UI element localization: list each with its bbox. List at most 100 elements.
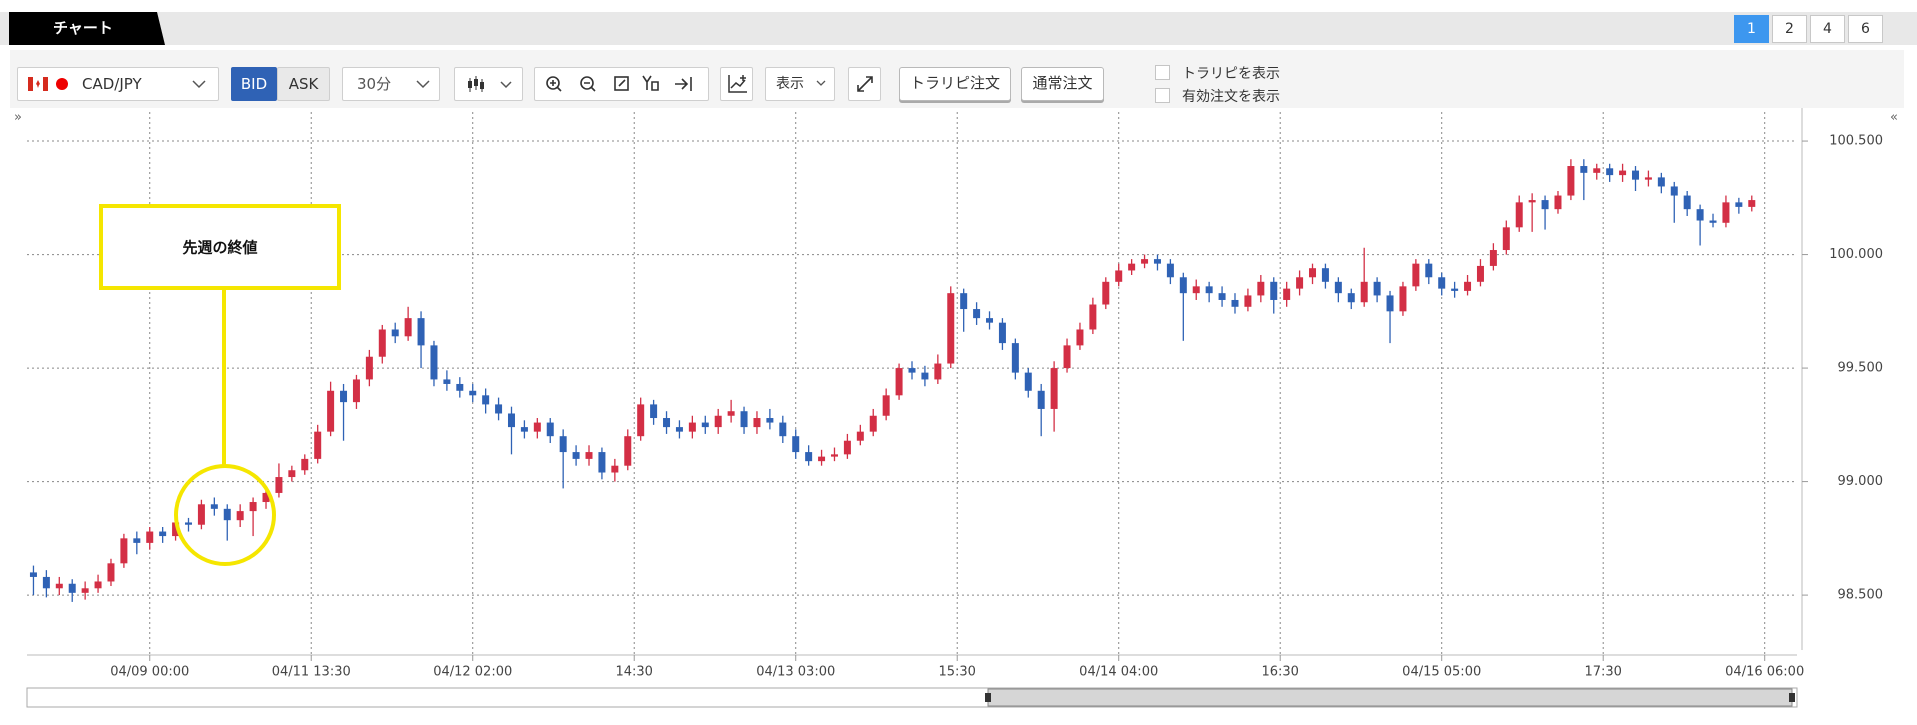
candle-body: [262, 492, 270, 503]
candle-body: [249, 502, 257, 512]
candle-body: [895, 368, 903, 396]
chart-type-select[interactable]: [454, 67, 523, 101]
checkbox[interactable]: [1155, 65, 1170, 80]
indicator-button[interactable]: [720, 67, 753, 101]
display-select[interactable]: 表示: [765, 67, 835, 101]
candle-body: [288, 470, 296, 478]
candle-body: [779, 422, 787, 437]
candle-body: [507, 413, 515, 428]
candle-body: [1296, 277, 1304, 289]
candle-body: [1451, 288, 1459, 291]
candle-body: [1709, 220, 1717, 223]
x-tick-label: 04/12 02:00: [433, 665, 512, 680]
candle-body: [598, 452, 606, 473]
x-tick-label: 14:30: [615, 665, 652, 680]
timeframe-select[interactable]: 30分: [342, 67, 440, 101]
candle-body: [650, 404, 658, 419]
candle-body: [1076, 329, 1084, 346]
candle-body: [1166, 263, 1174, 278]
candle-body: [1347, 293, 1355, 303]
checkbox-label[interactable]: 有効注文を表示: [1182, 89, 1280, 105]
candle-body: [830, 454, 838, 457]
collapse-left[interactable]: »: [14, 110, 22, 125]
candle-body: [197, 504, 205, 525]
candle-body: [1683, 195, 1691, 210]
candle-body: [327, 390, 335, 432]
candle-body: [1257, 281, 1265, 296]
pair-select[interactable]: CAD/JPY: [17, 67, 219, 101]
candle-body: [275, 477, 283, 493]
expand-button[interactable]: [848, 67, 881, 101]
candle-body: [417, 318, 425, 346]
scroll-handle[interactable]: [1789, 693, 1795, 702]
page-button[interactable]: 6: [1848, 15, 1883, 43]
candle-body: [456, 383, 464, 391]
candle-body: [973, 309, 981, 319]
candle-body: [1244, 295, 1252, 307]
candle-body: [159, 531, 167, 537]
candle-body: [1464, 281, 1472, 291]
y-tick-label: 100.000: [1829, 247, 1883, 262]
candle-body: [1024, 372, 1032, 391]
candle-body: [107, 563, 115, 582]
annotation: 先週の終値: [99, 204, 341, 566]
candle-body: [1619, 170, 1627, 176]
candle-body: [430, 345, 438, 380]
bid-button[interactable]: BID: [231, 67, 277, 101]
candle-body: [1554, 195, 1562, 210]
candle-body: [559, 436, 567, 453]
candle-body: [792, 436, 800, 453]
tool-icons[interactable]: [535, 68, 710, 100]
candle-body: [378, 329, 386, 357]
checkbox[interactable]: [1155, 88, 1170, 103]
candle-body: [869, 415, 877, 432]
trap-order-button[interactable]: トラリピ注文: [899, 67, 1011, 101]
candle-body: [1489, 250, 1497, 266]
page-button[interactable]: 2: [1772, 15, 1807, 43]
page-button[interactable]: 1: [1734, 15, 1769, 43]
x-tick-label: 16:30: [1261, 665, 1298, 680]
candle-body: [934, 363, 942, 380]
candle-body: [1515, 202, 1523, 228]
candle-body: [1321, 268, 1329, 282]
candle-body: [482, 395, 490, 405]
annotation-box: [99, 204, 341, 290]
ask-button[interactable]: ASK: [277, 67, 330, 101]
checkbox-label[interactable]: トラリピを表示: [1182, 66, 1280, 82]
candle-body: [546, 422, 554, 437]
y-tick-label: 98.500: [1838, 588, 1884, 603]
page-button[interactable]: 4: [1810, 15, 1845, 43]
scroll-thumb[interactable]: [987, 688, 1793, 707]
candle-body: [1541, 200, 1549, 210]
candle-body: [1102, 281, 1110, 305]
candle-body: [921, 372, 929, 380]
candle-body: [1425, 263, 1433, 278]
candle-body: [55, 583, 63, 589]
candle-body: [1231, 299, 1239, 307]
candle-body: [1696, 209, 1704, 221]
normal-order-button[interactable]: 通常注文: [1021, 67, 1104, 101]
candle-body: [998, 322, 1006, 344]
candle-body: [1218, 293, 1226, 300]
display-label: 表示: [776, 76, 804, 92]
candle-body: [766, 418, 774, 423]
candle-body: [1141, 259, 1149, 264]
expand-icon: [857, 76, 873, 92]
tab-title[interactable]: チャート: [9, 12, 165, 45]
collapse-right[interactable]: «: [1890, 110, 1898, 125]
candle-body: [146, 531, 154, 543]
annotation-text: 先週の終値: [182, 239, 257, 257]
candle-body: [236, 511, 244, 521]
chevron: [416, 80, 430, 89]
candle-body: [1657, 177, 1665, 187]
candle-body: [1270, 281, 1278, 300]
scroll-handle[interactable]: [985, 693, 991, 702]
chevron: [816, 80, 826, 86]
candle-body: [495, 404, 503, 414]
candle-body: [443, 379, 451, 384]
candle-body: [714, 415, 722, 428]
candle-body: [1128, 263, 1136, 271]
candle-body: [1309, 268, 1317, 278]
